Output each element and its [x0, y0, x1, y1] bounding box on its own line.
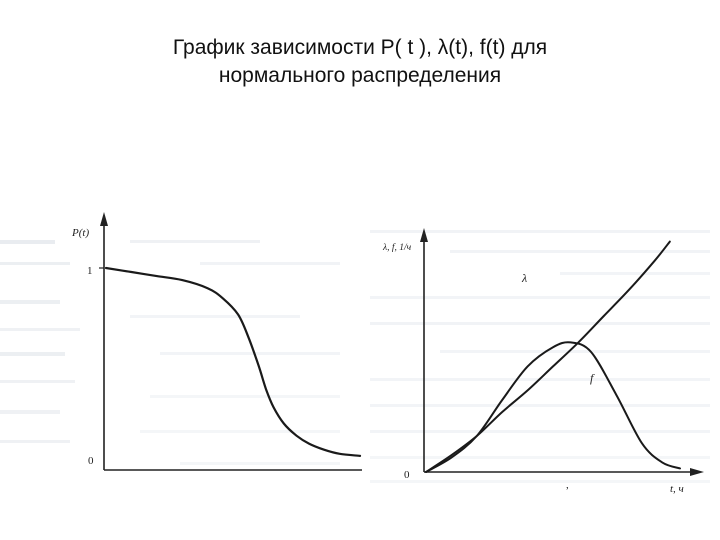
chart-lambda-f: λ, f, 1/ч 0 t, ч , λ f	[382, 228, 704, 495]
lf-y-axis-title: λ, f, 1/ч	[382, 242, 412, 253]
chart-p-of-t: P(t) 1 0	[71, 212, 362, 471]
p-y-axis-title: P(t)	[71, 227, 89, 239]
lf-x-axis-arrow	[690, 468, 704, 476]
lf-x-axis-title: t, ч	[670, 483, 684, 495]
lf-origin-label: 0	[404, 469, 410, 481]
slide-title-line-2: нормального распределения	[218, 64, 502, 87]
slide-title: График зависимости P( t ), λ(t), f(t) дл…	[60, 34, 660, 90]
lambda-curve-line	[425, 240, 671, 473]
scan-bleed-left	[0, 240, 340, 465]
lf-y-axis-arrow	[420, 228, 428, 242]
p-curve-line	[104, 266, 362, 457]
f-series-label: f	[590, 371, 595, 385]
p-y-tick-label-1: 1	[87, 265, 93, 277]
slide-title-line-1: График зависимости P( t ), λ(t), f(t) дл…	[172, 36, 548, 59]
lf-x-axis-mark: ,	[566, 479, 569, 491]
p-y-tick-label-0: 0	[88, 455, 94, 467]
p-y-axis-arrow	[100, 212, 108, 226]
f-curve-line	[425, 341, 681, 473]
lambda-series-label: λ	[521, 271, 527, 285]
